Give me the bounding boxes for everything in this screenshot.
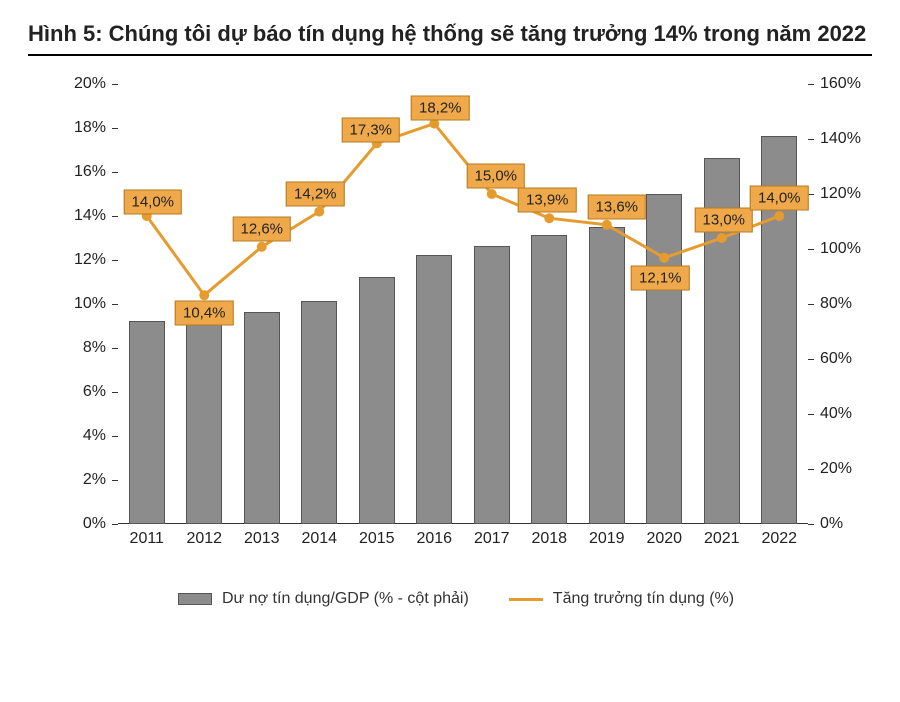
y-left-tickmark [112, 524, 118, 525]
y-right-tick-label: 40% [820, 405, 852, 423]
y-left-tick-label: 12% [28, 251, 106, 269]
y-left-tickmark [112, 216, 118, 217]
line-data-label: 14,0% [123, 190, 182, 215]
legend-item: Tăng trưởng tín dụng (%) [509, 590, 734, 608]
y-right-tick-label: 80% [820, 295, 852, 313]
bar [359, 277, 395, 525]
y-right-tickmark [808, 304, 814, 305]
legend-swatch-line [509, 598, 543, 601]
line-data-label: 13,9% [518, 188, 577, 213]
y-right-tickmark [808, 469, 814, 470]
legend-label: Dư nợ tín dụng/GDP (% - cột phải) [222, 590, 469, 608]
y-right-tick-label: 140% [820, 130, 861, 148]
y-right-tick-label: 0% [820, 515, 843, 533]
y-right-tick-label: 120% [820, 185, 861, 203]
y-right-tick-label: 160% [820, 75, 861, 93]
x-tick-label: 2014 [301, 530, 337, 548]
y-left-tickmark [112, 392, 118, 393]
y-left-tickmark [112, 436, 118, 437]
line-data-label: 12,6% [232, 216, 291, 241]
bar [474, 246, 510, 524]
y-right-tick-label: 20% [820, 460, 852, 478]
x-tick-label: 2021 [704, 530, 740, 548]
bar [186, 318, 222, 524]
legend: Dư nợ tín dụng/GDP (% - cột phải) Tăng tr… [178, 590, 734, 608]
x-tick-label: 2016 [416, 530, 452, 548]
chart-area: 0% 2% 4% 6% 8% 10% 12% 14% 16% 18% 20% 0% 20% 40% 60% 8… [28, 74, 878, 634]
legend-item: Dư nợ tín dụng/GDP (% - cột phải) [178, 590, 469, 608]
line-data-label: 10,4% [175, 301, 234, 326]
y-left-tick-label: 6% [28, 383, 106, 401]
bar [589, 227, 625, 524]
bar [301, 301, 337, 524]
line-data-label: 15,0% [466, 164, 525, 189]
y-right-tickmark [808, 249, 814, 250]
line-data-label: 14,2% [286, 181, 345, 206]
y-left-tickmark [112, 172, 118, 173]
line-data-label: 14,0% [750, 186, 809, 211]
x-tick-label: 2019 [589, 530, 625, 548]
y-right-tickmark [808, 84, 814, 85]
line-data-label: 12,1% [631, 265, 690, 290]
legend-swatch-bar [178, 593, 212, 605]
y-right-tick-label: 60% [820, 350, 852, 368]
x-tick-label: 2020 [646, 530, 682, 548]
line-data-label: 18,2% [411, 95, 470, 120]
y-left-tick-label: 18% [28, 119, 106, 137]
bar [129, 321, 165, 525]
y-left-tick-label: 14% [28, 207, 106, 225]
y-right-tickmark [808, 524, 814, 525]
y-left-tick-label: 4% [28, 427, 106, 445]
x-tick-label: 2015 [359, 530, 395, 548]
bar [646, 194, 682, 524]
y-left-tick-label: 8% [28, 339, 106, 357]
line-data-label: 13,0% [694, 208, 753, 233]
y-right-tickmark [808, 194, 814, 195]
y-right-tick-label: 100% [820, 240, 861, 258]
y-left-tickmark [112, 260, 118, 261]
y-left-tickmark [112, 84, 118, 85]
y-right-tickmark [808, 139, 814, 140]
chart-title: Hình 5: Chúng tôi dự báo tín dụng hệ thố… [28, 20, 872, 48]
x-tick-label: 2011 [130, 530, 164, 548]
y-left-tick-label: 0% [28, 515, 106, 533]
line-data-label: 17,3% [341, 117, 400, 142]
x-tick-label: 2012 [186, 530, 222, 548]
y-right-tickmark [808, 359, 814, 360]
y-left-tick-label: 10% [28, 295, 106, 313]
y-left-tick-label: 2% [28, 471, 106, 489]
bar [416, 255, 452, 525]
x-tick-label: 2018 [531, 530, 567, 548]
x-tick-label: 2022 [761, 530, 797, 548]
x-tick-label: 2017 [474, 530, 510, 548]
y-left-tick-label: 16% [28, 163, 106, 181]
y-left-tickmark [112, 348, 118, 349]
y-left-tickmark [112, 128, 118, 129]
line-data-label: 13,6% [587, 194, 646, 219]
y-left-tickmark [112, 480, 118, 481]
bar [531, 235, 567, 524]
legend-label: Tăng trưởng tín dụng (%) [553, 590, 734, 608]
y-left-tick-label: 20% [28, 75, 106, 93]
title-rule [28, 54, 872, 56]
y-left-tickmark [112, 304, 118, 305]
bar [244, 312, 280, 524]
y-right-tickmark [808, 414, 814, 415]
x-tick-label: 2013 [244, 530, 280, 548]
